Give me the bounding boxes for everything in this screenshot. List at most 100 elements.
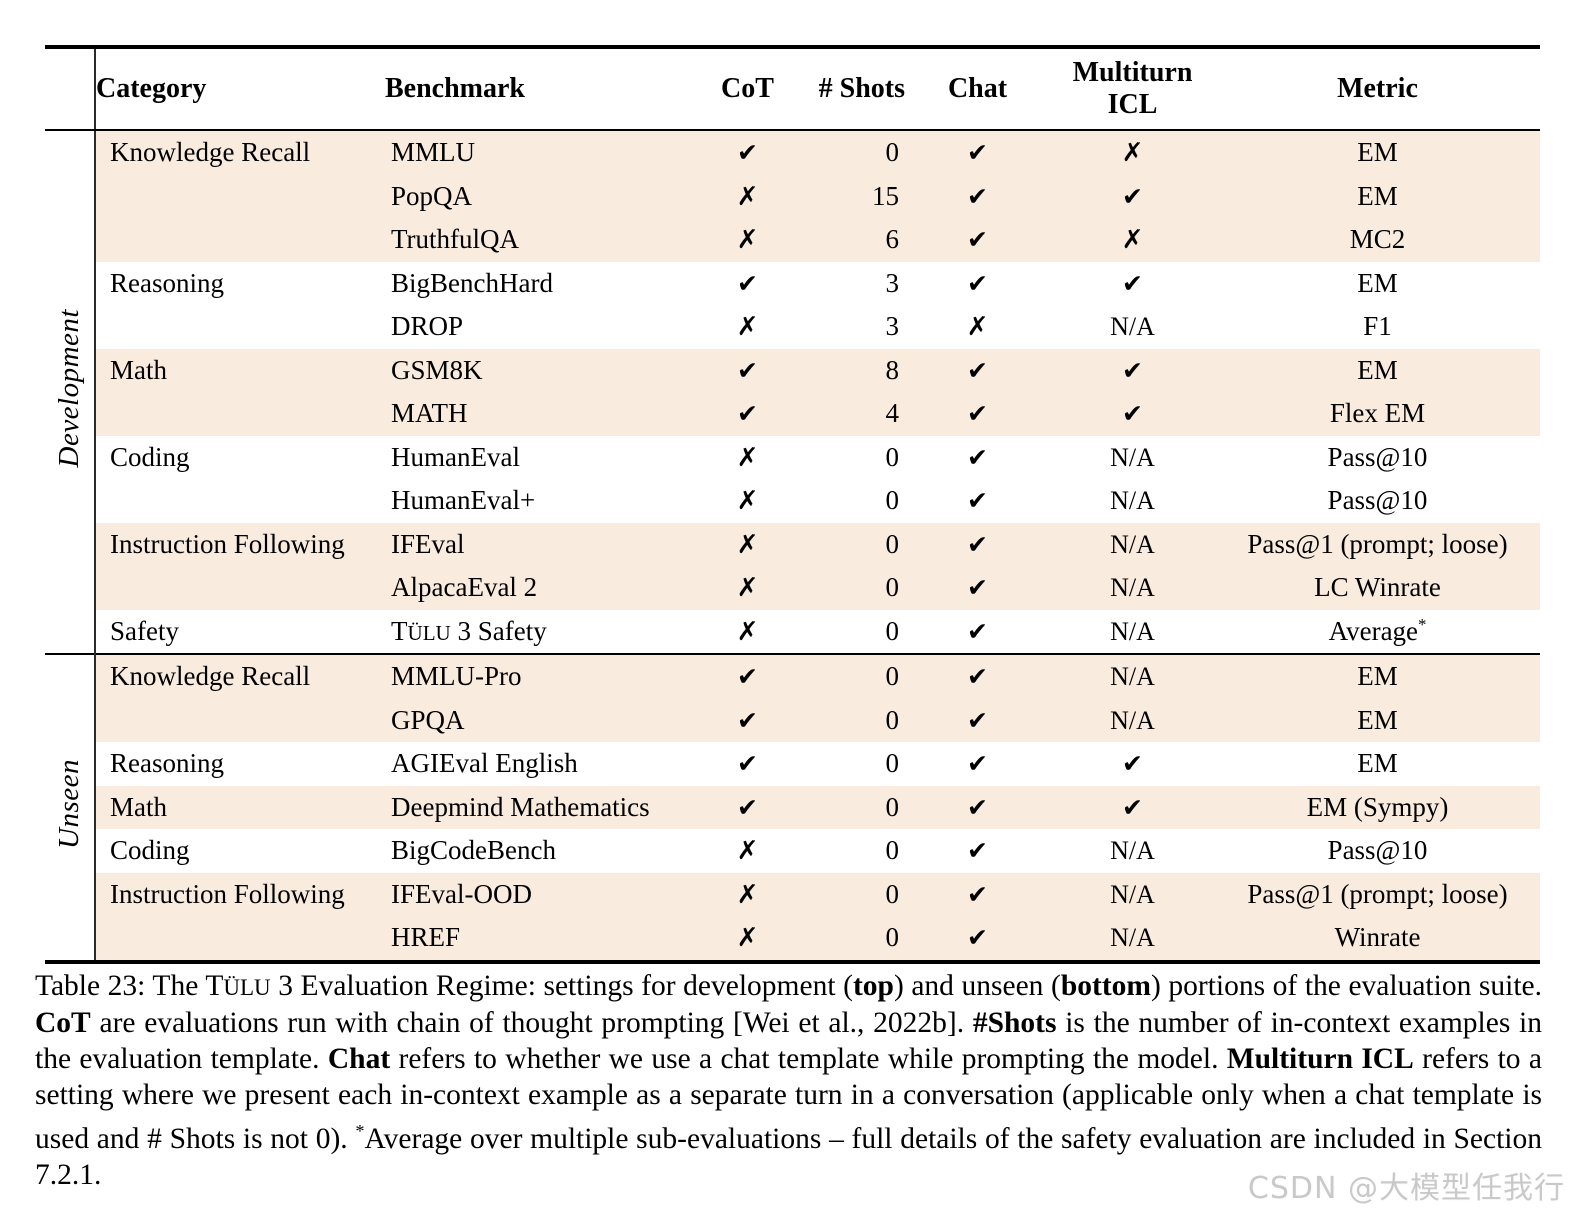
table-row: MATH ✔ 4 ✔ ✔ Flex EM	[45, 392, 1540, 436]
cross-icon: ✗	[736, 573, 759, 604]
cell-metric: EM	[1357, 267, 1398, 298]
cell-cot: ✗	[700, 479, 795, 523]
check-icon: ✔	[967, 355, 988, 385]
cross-icon: ✗	[736, 225, 759, 256]
cell-metric: Pass@1 (prompt; loose)	[1215, 872, 1540, 916]
check-icon: ✔	[967, 705, 988, 735]
cell-benchmark: BigCodeBench	[391, 835, 556, 866]
caption-segment: is the number of in-context examples in …	[35, 1007, 1543, 1075]
cell-chat: ✔	[905, 479, 1050, 523]
check-icon: ✔	[967, 442, 988, 472]
cell-chat: ✔	[905, 566, 1050, 610]
cell-multiturn: N/A	[1050, 698, 1215, 742]
cell-benchmark: AlpacaEval 2	[385, 566, 700, 610]
cell-cot: ✔	[700, 262, 795, 306]
cell-metric: EM	[1215, 698, 1540, 742]
header-benchmark: Benchmark	[385, 47, 700, 131]
cell-chat: ✔	[905, 218, 1050, 262]
check-icon: ✔	[737, 749, 758, 779]
cell-metric: Flex EM	[1215, 392, 1540, 436]
cell-cot: ✔	[700, 785, 795, 829]
header-metric: Metric	[1215, 47, 1540, 131]
cell-shots: 0	[795, 566, 905, 610]
cell-shots: 8	[795, 348, 905, 392]
cell-metric: Average*	[1328, 615, 1427, 647]
table-row: TruthfulQA ✗ 6 ✔ ✗ MC2	[45, 218, 1540, 262]
check-icon: ✔	[967, 399, 988, 429]
cell-cot: ✔	[700, 130, 795, 175]
cell-chat: ✔	[905, 829, 1050, 873]
caption-segment: *	[355, 1121, 365, 1141]
cell-multiturn: N/A	[1050, 479, 1215, 523]
cross-icon: ✗	[736, 616, 759, 647]
check-icon: ✔	[967, 662, 988, 692]
table-row: GPQA ✔ 0 ✔ N/A EM	[45, 698, 1540, 742]
check-icon: ✔	[967, 181, 988, 211]
cell-cot: ✔	[700, 392, 795, 436]
caption-segment: refers to whether we use a chat template…	[390, 1043, 1227, 1075]
check-icon: ✔	[737, 399, 758, 429]
cell-cot: ✔	[700, 742, 795, 786]
section-label: Development	[53, 309, 85, 468]
section-label: Unseen	[53, 758, 85, 849]
cell-category: Reasoning	[110, 748, 224, 779]
cell-chat: ✔	[905, 130, 1050, 175]
cell-metric: Pass@10	[1327, 441, 1428, 472]
cell-shots: 3	[885, 267, 900, 298]
check-icon: ✔	[737, 705, 758, 735]
cell-benchmark: GSM8K	[385, 348, 700, 392]
cell-category: Reasoning	[110, 267, 224, 298]
cell-cot: ✔	[700, 348, 795, 392]
cell-shots: 0	[795, 522, 905, 566]
cell-category: Math	[95, 785, 385, 829]
cell-benchmark: BigBenchHard	[391, 267, 553, 298]
cell-benchmark: MMLU-Pro	[385, 653, 700, 699]
header-category: Category	[95, 47, 385, 131]
na-label: N/A	[1110, 705, 1155, 735]
table-caption: Table 23: The TÜLU 3 Evaluation Regime: …	[35, 968, 1542, 1193]
check-icon: ✔	[1122, 355, 1143, 385]
cell-metric: EM	[1215, 653, 1540, 699]
cell-metric: Pass@10	[1327, 485, 1428, 516]
cell-benchmark: DROP	[391, 311, 464, 342]
cell-chat: ✔	[905, 872, 1050, 916]
caption-segment: are evaluations run with chain of though…	[90, 1007, 973, 1039]
cell-shots: 0	[885, 835, 900, 866]
table-row: Instruction Following IFEval ✗ 0 ✔ N/A Pass@1 …	[45, 522, 1540, 566]
cell-shots: 15	[795, 174, 905, 218]
na-label: N/A	[1110, 923, 1155, 953]
cell-multiturn: N/A	[1050, 872, 1215, 916]
header-cot: CoT	[700, 47, 795, 131]
cell-multiturn: ✔	[1050, 174, 1215, 218]
table-row: Math GSM8K ✔ 8 ✔ ✔ EM	[45, 348, 1540, 392]
evaluation-table: Category Benchmark CoT # Shots Chat Mult…	[45, 45, 1540, 964]
cell-metric: Pass@1 (prompt; loose)	[1215, 522, 1540, 566]
cell-benchmark: GPQA	[385, 698, 700, 742]
header-row: Category Benchmark CoT # Shots Chat Mult…	[45, 47, 1540, 131]
cell-metric: EM	[1215, 174, 1540, 218]
cell-shots: 0	[885, 485, 900, 516]
check-icon: ✔	[737, 792, 758, 822]
cell-cot: ✗	[700, 610, 795, 655]
caption-segment: 3 Evaluation Regime: settings for develo…	[270, 970, 853, 1002]
check-icon: ✔	[967, 486, 988, 516]
cell-metric: Pass@10	[1327, 835, 1428, 866]
cell-multiturn: N/A	[1050, 916, 1215, 962]
cell-metric: EM (Sympy)	[1215, 785, 1540, 829]
cell-shots: 0	[795, 698, 905, 742]
table-row: Math Deepmind Mathematics ✔ 0 ✔ ✔ EM (Sympy)	[45, 785, 1540, 829]
check-icon: ✔	[967, 225, 988, 255]
cell-benchmark: PopQA	[385, 174, 700, 218]
cell-cot: ✗	[700, 566, 795, 610]
cell-benchmark: HumanEval+	[391, 485, 536, 516]
caption-segment: #Shots	[972, 1007, 1057, 1039]
header-multiturn-icl: Multiturn ICL	[1050, 47, 1215, 131]
cell-chat: ✗	[905, 305, 1050, 349]
table-header: Category Benchmark CoT # Shots Chat Mult…	[45, 47, 1540, 131]
cell-shots: 6	[795, 218, 905, 262]
check-icon: ✔	[967, 616, 988, 646]
cell-metric: LC Winrate	[1215, 566, 1540, 610]
cross-icon: ✗	[1121, 138, 1144, 169]
cell-chat: ✔	[905, 610, 1050, 655]
